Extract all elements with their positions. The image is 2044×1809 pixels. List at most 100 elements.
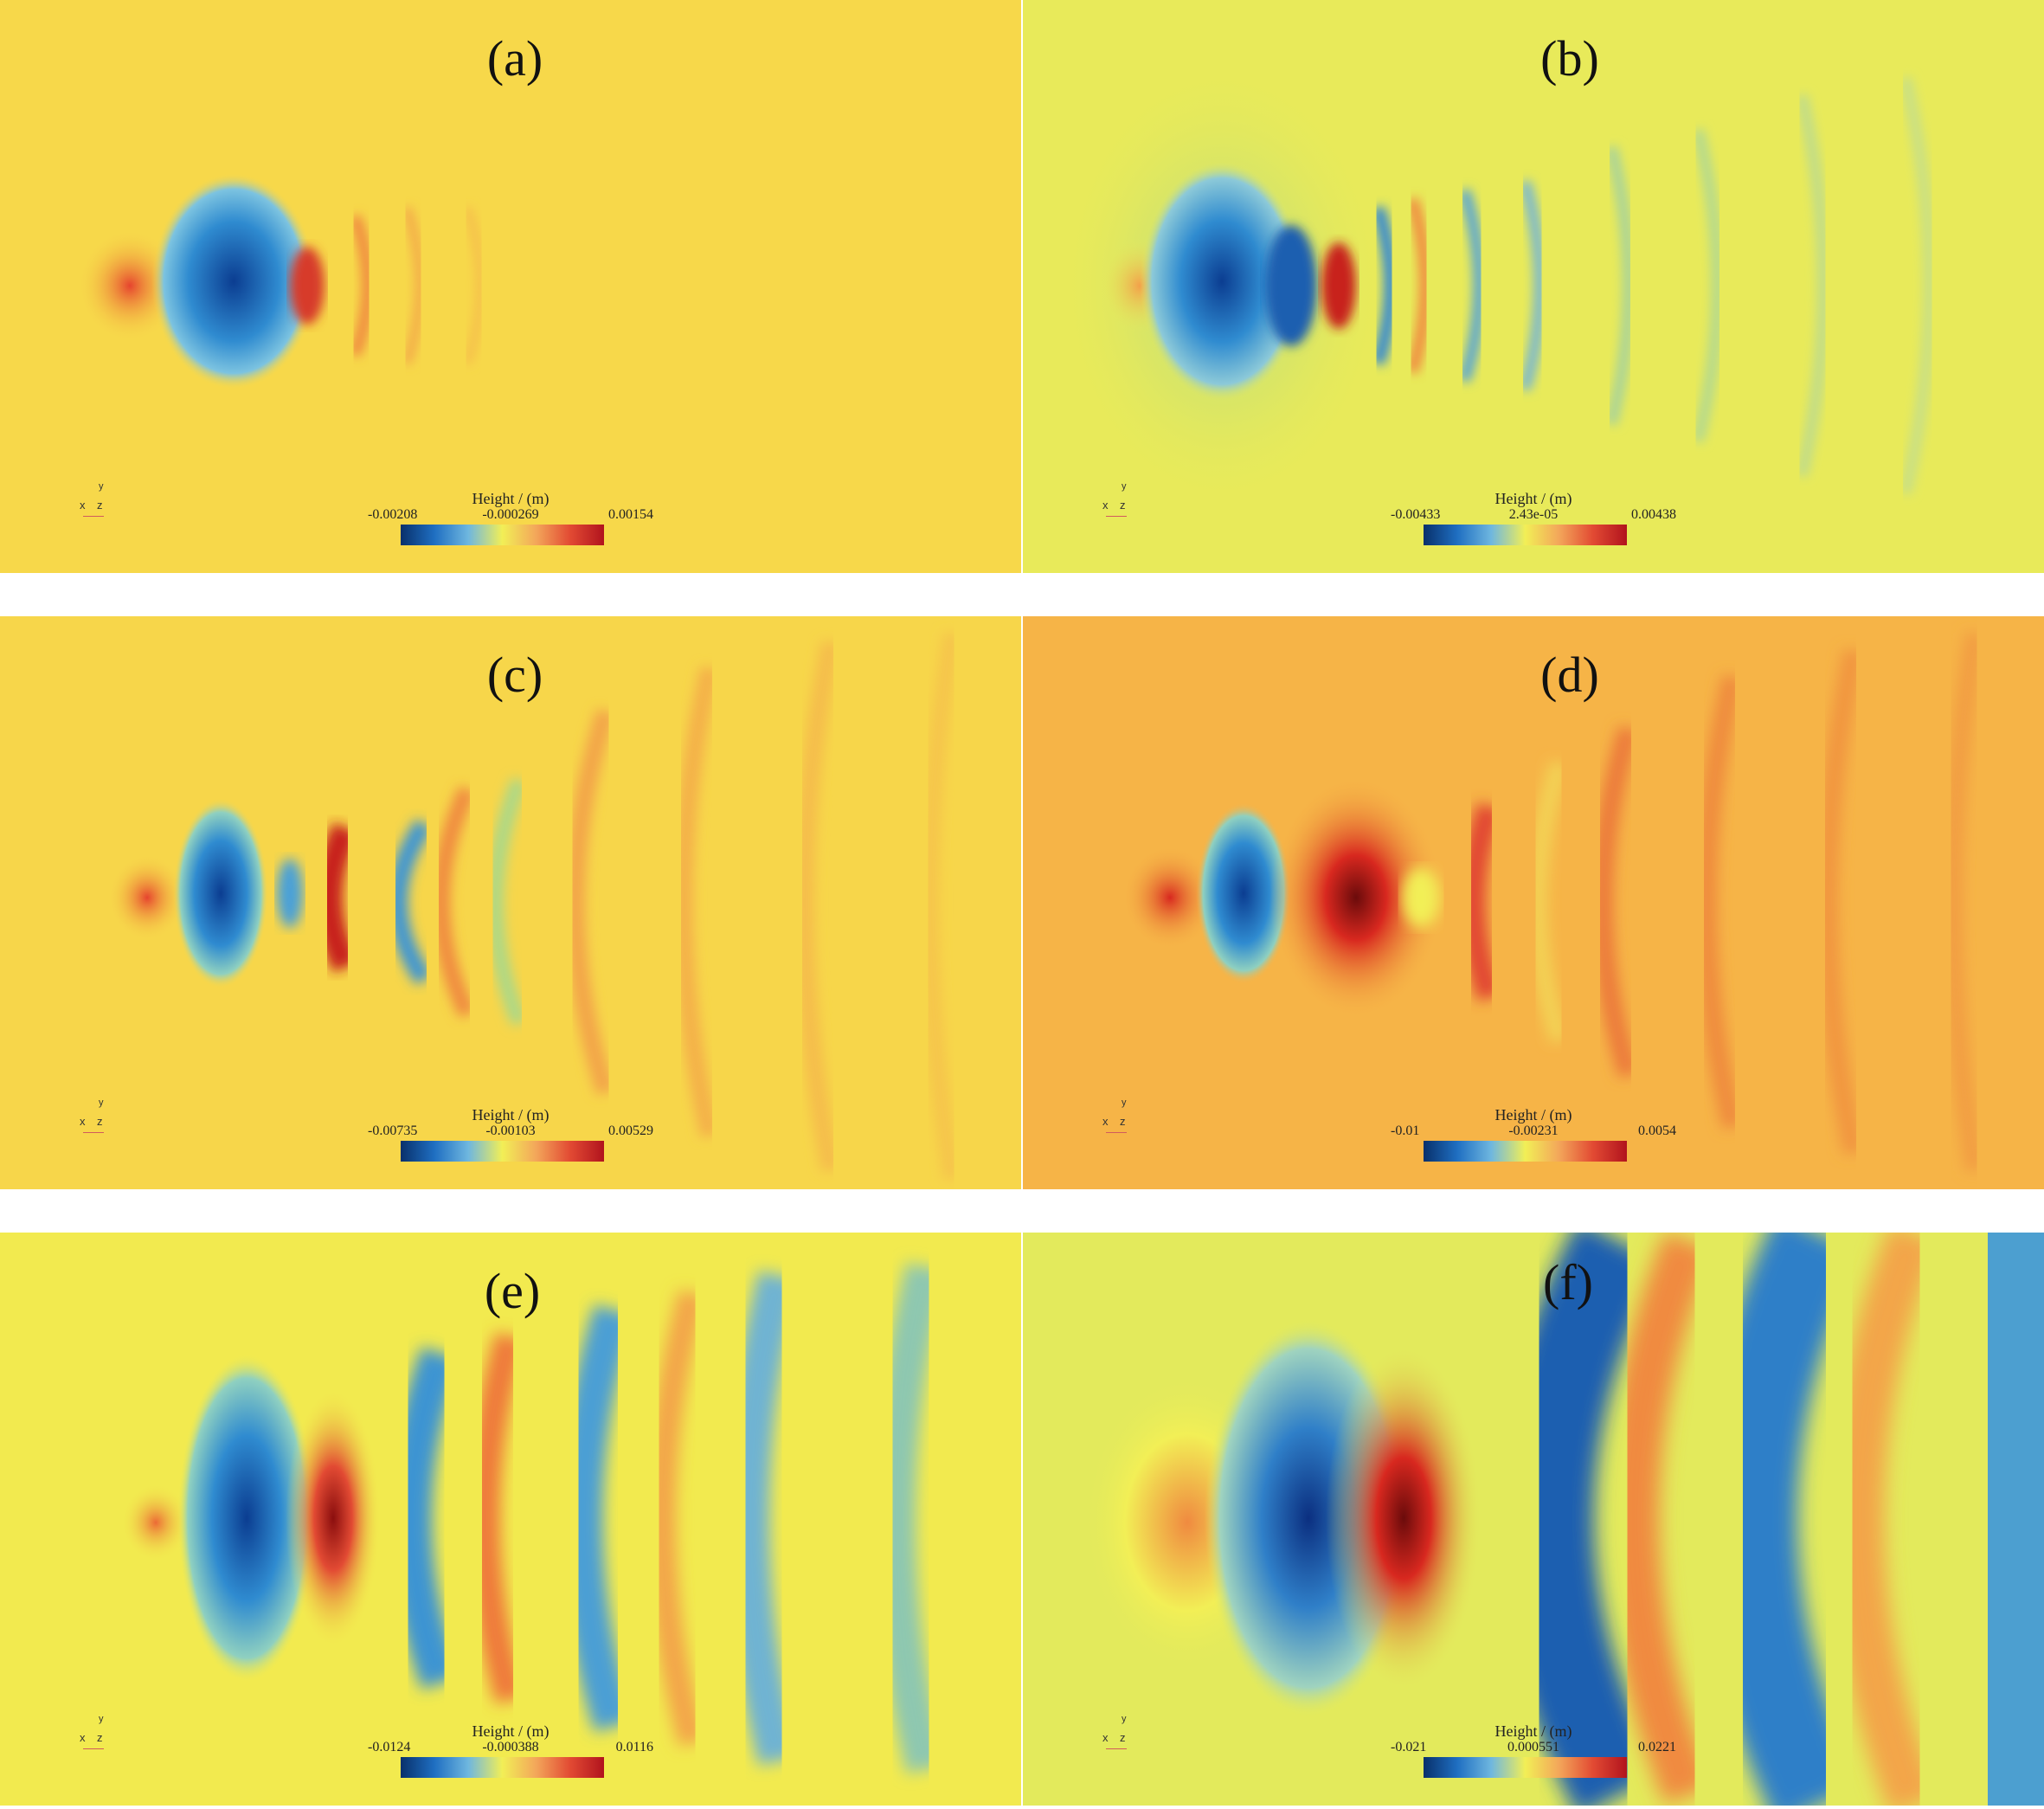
trough-b-1 [1140,160,1304,402]
legend-max: 0.00438 [1631,507,1676,522]
panel-label: (a) [486,30,543,87]
color-legend: Height / (m) -0.00735 -0.00103 0.00529 [368,1106,653,1162]
crest-d-2 [1269,776,1443,1019]
axis-line [1106,516,1127,517]
axis-x-label: x [80,1731,86,1744]
wave-field-f [1083,1233,2044,1806]
legend-title: Height / (m) [1494,1722,1572,1740]
axis-y-label: y [1122,1098,1127,1108]
ripple-a-1 [349,214,374,357]
legend-ticks: -0.0124 -0.000388 0.0116 [368,1740,653,1757]
legend-mid: 2.43e-05 [1508,507,1559,522]
panel-label: (d) [1540,647,1599,703]
ripple-c-6 [795,640,840,1173]
ripple-b-6 [1692,128,1724,443]
trough-a-1 [151,173,316,389]
legend-mid: -0.00103 [485,1123,536,1138]
ripple-d-2 [1528,760,1569,1044]
ripple-b-7 [1796,93,1829,478]
legend-title: Height / (m) [472,1106,550,1123]
panel-label: (f) [1543,1254,1593,1310]
axis-x-label: x [80,1115,86,1128]
panel-f: (f) y x z Height / (m) -0.021 0.000551 0… [1023,1233,2044,1806]
axis-triad: y x z [76,1098,114,1137]
ripple-b-5 [1605,145,1635,426]
ripple-f-1 [1499,1233,1662,1806]
legend-min: -0.0124 [368,1740,411,1754]
panel-a: (a) y x z Height / (m) -0.00208 -0.00026… [0,0,1021,573]
ripple-e-1 [390,1346,461,1690]
axis-x-label: x [1102,1115,1109,1128]
legend-max: 0.0221 [1638,1740,1676,1754]
axis-line [1106,1132,1127,1133]
ripple-e-5 [728,1271,800,1766]
color-legend: Height / (m) -0.00433 2.43e-05 0.00438 [1391,490,1676,545]
wave-field-a [78,173,485,389]
wave-field-d [1122,632,1984,1172]
axis-triad: y x z [1099,481,1137,521]
legend-title: Height / (m) [472,1722,550,1740]
legend-min: -0.01 [1391,1123,1420,1138]
legend-mid: -0.000269 [482,507,539,522]
ripple-c-2 [433,785,476,1019]
legend-max: 0.0054 [1638,1123,1676,1138]
trough-c-2 [277,859,303,928]
ripple-d-6 [1944,632,1984,1172]
ripple-c-5 [674,666,719,1138]
axis-line [1106,1748,1127,1749]
crest-c-2 [315,821,359,974]
color-legend: Height / (m) -0.01 -0.00231 0.0054 [1391,1106,1676,1162]
color-legend: Height / (m) -0.021 0.000551 0.0221 [1391,1722,1676,1778]
crest-f-1 [1326,1345,1482,1691]
ripple-a-3 [463,206,485,365]
panel-label: (c) [486,647,543,703]
ripple-d-5 [1817,648,1864,1156]
legend-max: 0.00529 [608,1123,653,1138]
legend-ticks: -0.01 -0.00231 0.0054 [1391,1123,1676,1141]
ripple-c-1 [389,818,433,986]
axis-x-label: x [1102,1731,1109,1744]
legend-colorbar [401,525,604,545]
trough-b-2 [1265,225,1317,346]
legend-mid: 0.000551 [1507,1740,1559,1754]
axis-triad: y x z [76,481,114,521]
legend-colorbar [1424,1141,1627,1162]
axis-z-label: z [1120,499,1126,512]
trough-d-2 [1402,867,1440,928]
legend-colorbar [401,1141,604,1162]
legend-colorbar [1424,525,1627,545]
crest-b-2 [1321,242,1356,329]
axis-z-label: z [1120,1115,1126,1128]
ripple-f-3 [1702,1233,1862,1806]
ripple-b-1 [1371,205,1398,366]
legend-ticks: -0.021 0.000551 0.0221 [1391,1740,1676,1757]
axis-triad: y x z [1099,1714,1137,1754]
color-legend: Height / (m) -0.0124 -0.000388 0.0116 [368,1722,653,1778]
ripple-e-3 [561,1304,634,1733]
axis-y-label: y [1122,1714,1127,1724]
crest-e-2 [286,1388,381,1648]
ripple-e-2 [469,1332,526,1704]
crest-c-1 [108,854,186,941]
trough-e-1 [177,1354,316,1683]
panel-label: (b) [1540,30,1599,87]
axis-line [83,516,104,517]
wave-field-b [1057,61,1936,511]
legend-ticks: -0.00735 -0.00103 0.00529 [368,1123,653,1141]
axis-x-label: x [1102,499,1109,512]
legend-title: Height / (m) [472,490,550,507]
ripple-b-3 [1458,188,1486,383]
legend-mid: -0.00231 [1508,1123,1559,1138]
ripple-c-3 [487,777,527,1027]
legend-max: 0.0116 [615,1740,653,1754]
axis-z-label: z [97,1731,103,1744]
ripple-d-1 [1460,801,1503,1002]
axis-line [83,1748,104,1749]
axis-x-label: x [80,499,86,512]
ripple-e-6 [876,1262,946,1774]
axis-y-label: y [99,1098,104,1108]
axis-y-label: y [99,481,104,492]
ripple-d-3 [1592,725,1639,1078]
legend-max: 0.00154 [608,507,653,522]
axis-y-label: y [99,1714,104,1724]
